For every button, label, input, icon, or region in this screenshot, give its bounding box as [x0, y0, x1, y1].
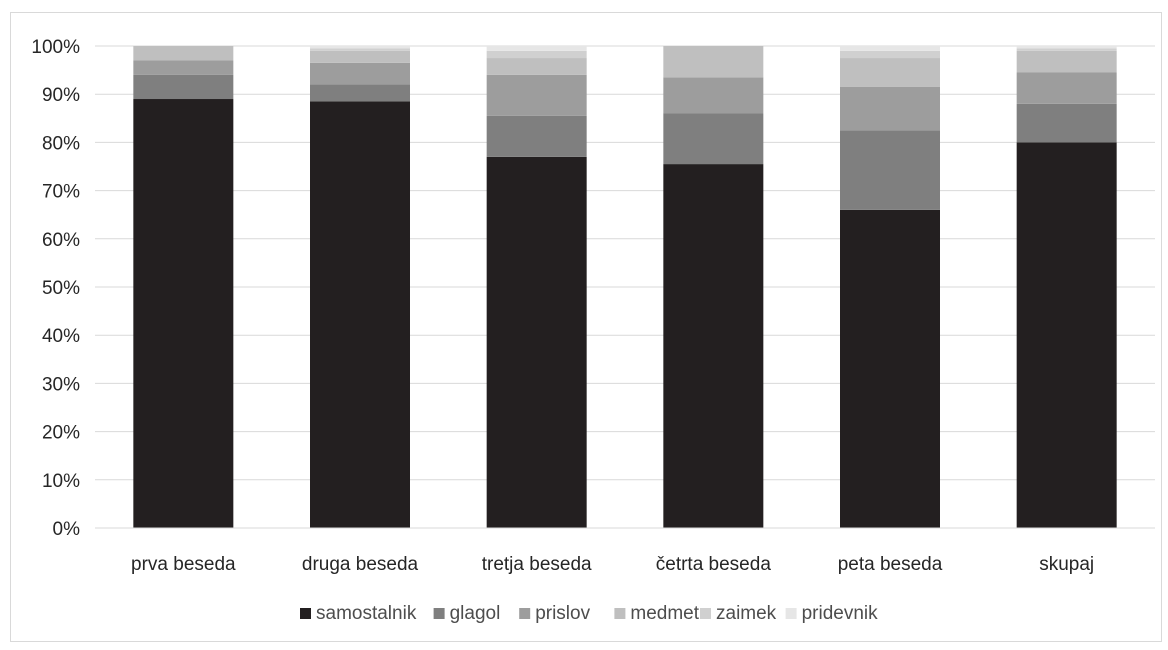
legend-label: medmet	[630, 603, 699, 624]
bar-segment-medmet	[1016, 50, 1117, 73]
bar-segment-samostalnik	[1016, 142, 1117, 528]
y-tick-label: 40%	[42, 326, 80, 347]
y-tick-label: 50%	[42, 278, 80, 299]
y-tick-label: 100%	[31, 37, 80, 58]
legend: samostalnik glagol prislov medmet zaimek prid…	[300, 603, 878, 624]
x-category-label: tretja beseda	[482, 554, 592, 575]
y-tick-label: 60%	[42, 230, 80, 251]
gridlines	[95, 45, 1155, 529]
bar-segment-samostalnik	[310, 101, 410, 529]
bar-segment-glagol	[663, 113, 764, 165]
legend-swatch	[700, 608, 711, 619]
legend-swatch	[785, 608, 797, 619]
x-category-label: četrta beseda	[656, 554, 772, 575]
bar-segment-prislov	[486, 74, 587, 116]
y-tick-label: 0%	[53, 519, 81, 540]
bar-segment-zaimek	[310, 48, 410, 51]
bar-segment-pridevnik	[486, 46, 587, 51]
bar-segment-medmet	[310, 50, 410, 63]
legend-label: prislov	[535, 603, 590, 624]
legend-swatch	[519, 608, 531, 619]
y-tick-label: 90%	[42, 85, 80, 106]
legend-label: glagol	[450, 603, 501, 624]
bar-segment-prislov	[840, 86, 940, 131]
y-tick-label: 20%	[42, 423, 80, 444]
y-tick-label: 30%	[42, 374, 80, 395]
legend-label: zaimek	[716, 603, 777, 624]
legend-label: samostalnik	[316, 603, 417, 624]
y-tick-label: 70%	[42, 182, 80, 203]
y-tick-label: 10%	[42, 471, 80, 492]
bars	[133, 46, 1117, 529]
x-category-label: peta beseda	[838, 554, 943, 575]
bar-segment-glagol	[1016, 103, 1117, 143]
legend-swatch	[300, 608, 311, 619]
bar-segment-glagol	[133, 74, 234, 100]
bar-segment-pridevnik	[310, 46, 410, 49]
bar-segment-medmet	[663, 46, 764, 78]
bar-segment-samostalnik	[486, 156, 587, 529]
bar-segment-zaimek	[486, 50, 587, 59]
x-category-label: prva beseda	[131, 554, 236, 575]
bar-segment-pridevnik	[1016, 46, 1117, 49]
bar-segment-pridevnik	[840, 46, 940, 51]
legend-label: pridevnik	[802, 603, 879, 624]
bar-segment-medmet	[133, 46, 234, 61]
bar-segment-medmet	[486, 58, 587, 75]
bar-segment-glagol	[840, 130, 940, 210]
bar-segment-samostalnik	[663, 164, 764, 528]
y-tick-label: 80%	[42, 133, 80, 154]
bar-segment-zaimek	[840, 50, 940, 59]
bar-segment-prislov	[133, 60, 234, 75]
legend-swatch	[614, 608, 626, 619]
x-category-label: skupaj	[1039, 554, 1094, 575]
bar-segment-glagol	[310, 84, 410, 102]
axes: 0% 10% 20% 30% 40% 50% 60% 70% 80% 90% 100% prva be…	[31, 37, 1155, 575]
bar-segment-prislov	[310, 62, 410, 85]
bar-segment-zaimek	[1016, 48, 1117, 51]
bar-segment-prislov	[663, 77, 764, 114]
bar-segment-medmet	[840, 58, 940, 87]
x-category-label: druga beseda	[302, 554, 419, 575]
bar-segment-glagol	[486, 115, 587, 157]
legend-swatch	[433, 608, 445, 619]
bar-segment-prislov	[1016, 72, 1117, 104]
bar-segment-samostalnik	[133, 99, 234, 529]
bar-segment-samostalnik	[840, 209, 940, 528]
